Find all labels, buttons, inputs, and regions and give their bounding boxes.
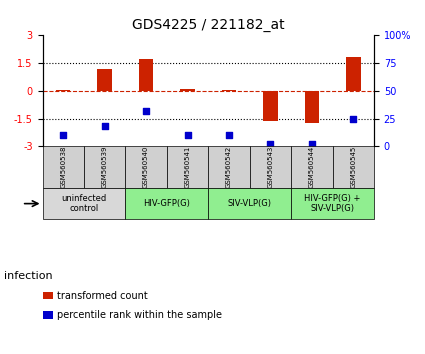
Point [267, 142, 274, 147]
Bar [167, 147, 208, 188]
Text: HIV-GFP(G) +
SIV-VLP(G): HIV-GFP(G) + SIV-VLP(G) [304, 194, 361, 213]
Text: GSM560539: GSM560539 [102, 146, 108, 188]
Text: GSM560540: GSM560540 [143, 146, 149, 188]
Bar [249, 147, 291, 188]
Bar [125, 188, 208, 219]
Bar [125, 147, 167, 188]
Bar [346, 57, 360, 91]
Bar [291, 147, 332, 188]
Bar [180, 89, 195, 91]
Point [143, 108, 150, 114]
Text: GSM560542: GSM560542 [226, 146, 232, 188]
Point [101, 124, 108, 129]
Title: GDS4225 / 221182_at: GDS4225 / 221182_at [132, 18, 285, 32]
Text: GSM560544: GSM560544 [309, 146, 315, 188]
Text: uninfected
control: uninfected control [61, 194, 107, 213]
Point [350, 116, 357, 121]
Bar [42, 188, 125, 219]
Text: SIV-VLP(G): SIV-VLP(G) [228, 199, 272, 208]
Point [226, 132, 232, 138]
Point [60, 132, 67, 138]
Bar [42, 147, 84, 188]
Text: transformed count: transformed count [57, 291, 148, 301]
Bar [139, 58, 153, 91]
Bar [84, 147, 125, 188]
Bar [208, 147, 249, 188]
Text: HIV-GFP(G): HIV-GFP(G) [143, 199, 190, 208]
Bar [222, 90, 236, 91]
Text: GSM560543: GSM560543 [267, 146, 273, 188]
Bar [208, 188, 291, 219]
Bar [332, 147, 374, 188]
Bar [56, 90, 71, 91]
Point [309, 142, 315, 147]
Bar [263, 91, 278, 121]
Bar [291, 188, 374, 219]
Text: GSM560541: GSM560541 [184, 146, 190, 188]
Bar [305, 91, 319, 123]
Text: percentile rank within the sample: percentile rank within the sample [57, 310, 222, 320]
Point [184, 132, 191, 138]
Text: GSM560545: GSM560545 [350, 146, 356, 188]
Text: infection: infection [4, 271, 53, 281]
Text: GSM560538: GSM560538 [60, 146, 66, 188]
Bar [97, 69, 112, 91]
